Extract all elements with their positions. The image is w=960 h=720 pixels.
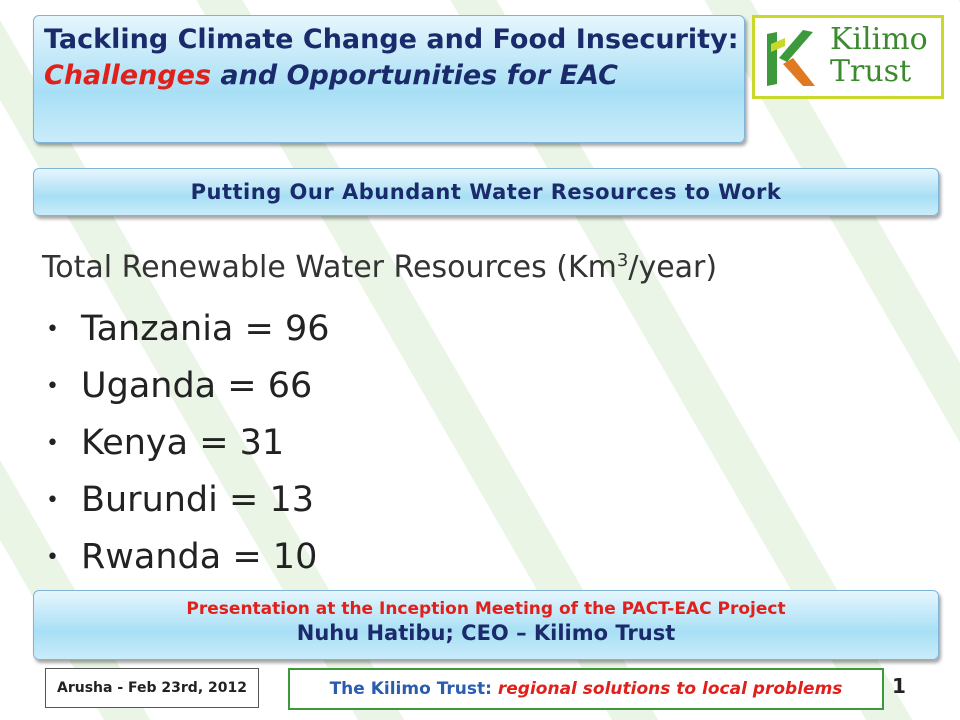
title-box: Tackling Climate Change and Food Insecur… xyxy=(33,15,745,143)
bullet: Burundi = 13 xyxy=(46,476,330,533)
subtitle-box: Putting Our Abundant Water Resources to … xyxy=(33,168,939,216)
page-number: 1 xyxy=(892,674,906,698)
tagline-org: The Kilimo Trust: xyxy=(329,679,492,699)
subtitle: Putting Our Abundant Water Resources to … xyxy=(190,180,782,204)
heading-unit: /year) xyxy=(628,250,718,285)
presenter: Nuhu Hatibu; CEO – Kilimo Trust xyxy=(296,621,676,645)
heading-text: Total Renewable Water Resources (Km xyxy=(42,250,617,285)
bullet-list: Tanzania = 96Uganda = 66Kenya = 31Burund… xyxy=(46,305,330,590)
heading-superscript: 3 xyxy=(616,250,629,271)
logo: Kilimo Trust xyxy=(752,15,944,99)
title-challenges: Challenges xyxy=(44,60,212,91)
title-and: and xyxy=(220,60,278,91)
presentation-box: Presentation at the Inception Meeting of… xyxy=(33,590,939,660)
title-opportunities: Opportunities xyxy=(286,60,498,91)
presentation-line: Presentation at the Inception Meeting of… xyxy=(186,599,786,619)
bullet: Rwanda = 10 xyxy=(46,533,330,590)
title-for: for EAC xyxy=(506,60,618,91)
bullet: Uganda = 66 xyxy=(46,362,330,419)
logo-mark xyxy=(767,30,815,86)
bullet: Tanzania = 96 xyxy=(46,305,330,362)
title-text: Tackling Climate Change and Food Insecur… xyxy=(44,24,739,55)
place-date: Arusha - Feb 23rd, 2012 xyxy=(45,668,259,708)
heading: Total Renewable Water Resources (Km3/yea… xyxy=(42,250,717,285)
bullet: Kenya = 31 xyxy=(46,419,330,476)
logo-text: Trust xyxy=(830,54,912,89)
logo-text: Kilimo xyxy=(830,22,928,57)
tagline-box: The Kilimo Trust: regional solutions to … xyxy=(288,668,884,710)
tagline: regional solutions to local problems xyxy=(497,679,843,699)
